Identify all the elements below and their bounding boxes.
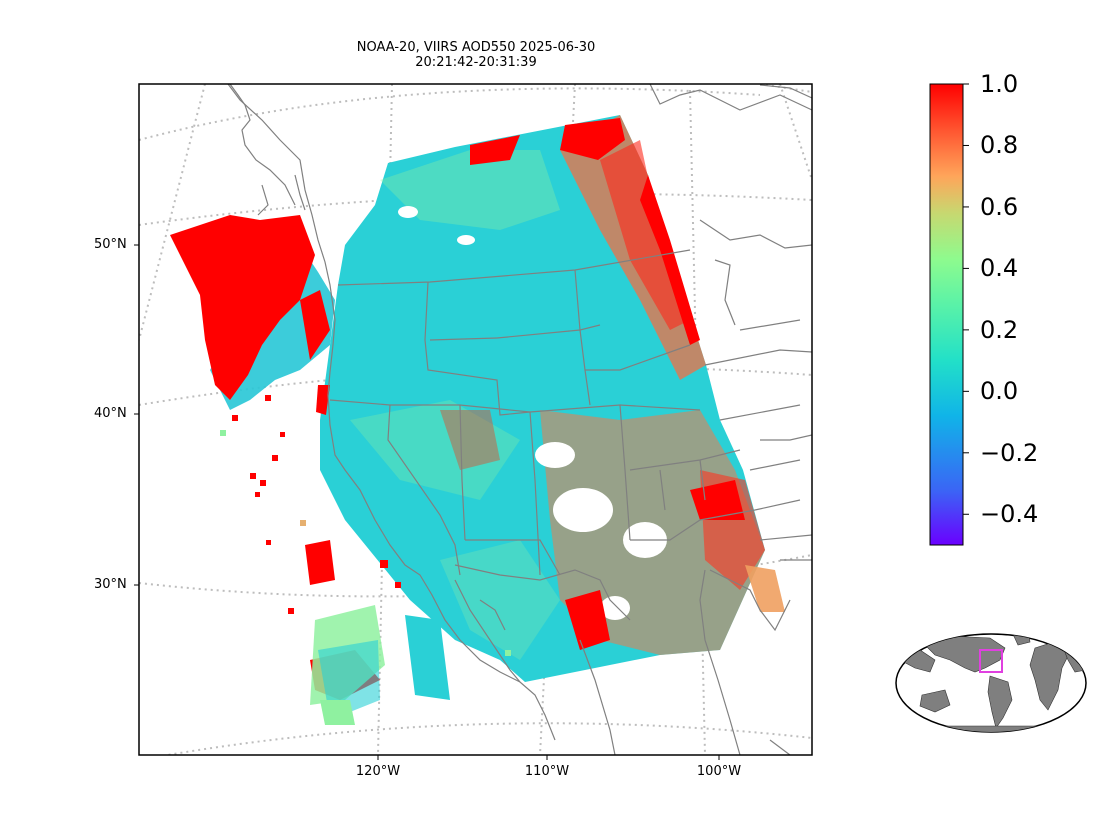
colorbar-ticks xyxy=(963,83,969,515)
north-america-shape xyxy=(924,635,1006,673)
map-frame xyxy=(138,83,813,756)
colorbar-tick-label: 0.4 xyxy=(980,254,1019,283)
antarctica-shape xyxy=(904,725,1076,732)
offshore-swath xyxy=(310,605,450,725)
colorbar-tick-label: 0.2 xyxy=(980,315,1019,344)
scattered-pixels xyxy=(220,395,511,656)
colorbar-tick-label: 0.0 xyxy=(980,377,1019,406)
lon-label-110w: 110°W xyxy=(524,764,570,779)
colorbar-tick-label: 0.6 xyxy=(980,192,1019,221)
no-data-gaps xyxy=(398,206,667,620)
colorbar-tick-label: −0.2 xyxy=(980,438,1039,467)
title-line-2: 20:21:42-20:31:39 xyxy=(415,55,537,70)
lat-label-30n: 30°N xyxy=(94,577,127,592)
colorbar-tick-label: 1.0 xyxy=(980,70,1019,98)
lon-label-100w: 100°W xyxy=(696,764,742,779)
colorbar xyxy=(929,83,964,546)
coastlines-borders xyxy=(227,84,812,755)
greenland-shape xyxy=(1011,634,1031,646)
inset-highlight-box xyxy=(979,649,1003,673)
australia-shape xyxy=(919,689,951,713)
title-line-1: NOAA-20, VIIRS AOD550 2025-06-30 xyxy=(356,40,596,55)
map-title: NOAA-20, VIIRS AOD550 2025-06-30 20:21:4… xyxy=(357,40,595,70)
lat-label-40n: 40°N xyxy=(94,406,127,421)
world-inset xyxy=(895,633,1087,733)
lon-label-120w: 120°W xyxy=(355,764,401,779)
axis-ticks xyxy=(134,244,720,760)
lat-label-50n: 50°N xyxy=(94,237,127,252)
colorbar-tick-label: −0.4 xyxy=(980,500,1039,529)
south-america-shape xyxy=(987,675,1013,729)
colorbar-tick-label: 0.8 xyxy=(980,131,1019,160)
